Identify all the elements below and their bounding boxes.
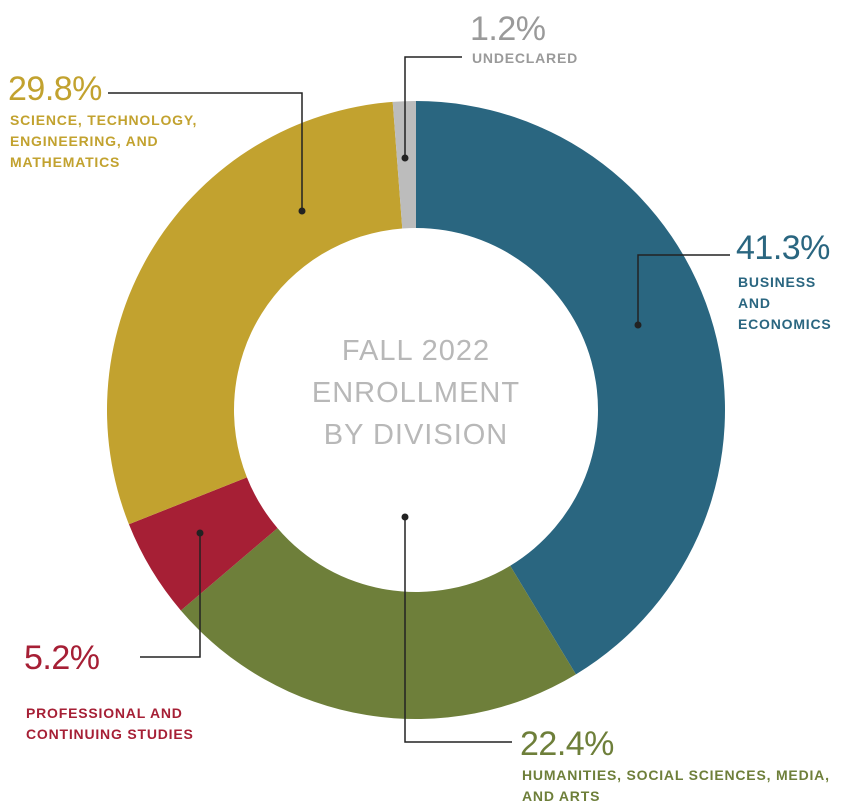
value-label: 1.2%: [470, 10, 546, 48]
slices: [107, 101, 725, 720]
leader-dot: [298, 207, 306, 215]
slice: [107, 101, 403, 525]
value-label: 29.8%: [8, 70, 102, 108]
category-label: BUSINESS AND ECONOMICS: [738, 274, 832, 332]
category-label: PROFESSIONAL AND CONTINUING STUDIES: [26, 705, 194, 742]
leader-dot: [401, 154, 409, 162]
slice: [392, 101, 416, 229]
slice: [416, 101, 725, 675]
category-label: SCIENCE, TECHNOLOGY, ENGINEERING, AND MA…: [10, 112, 198, 170]
leader-line: [404, 56, 462, 158]
leader-line: [637, 254, 730, 325]
slice: [128, 477, 278, 611]
chart-title: FALL 2022 ENROLLMENT BY DIVISION: [311, 335, 521, 451]
value-label: 5.2%: [24, 639, 100, 677]
leader-line: [404, 517, 512, 743]
category-label: HUMANITIES, SOCIAL SCIENCES, MEDIA, AND …: [522, 767, 830, 804]
slice: [180, 528, 576, 720]
leader-line: [108, 92, 303, 211]
leader-dot: [196, 529, 204, 537]
category-label: UNDECLARED: [472, 50, 578, 66]
value-label: 41.3%: [736, 229, 830, 267]
value-label: 22.4%: [520, 725, 614, 763]
leader-dot: [401, 513, 409, 521]
leader-dot: [634, 321, 642, 329]
leader-line: [140, 533, 201, 658]
